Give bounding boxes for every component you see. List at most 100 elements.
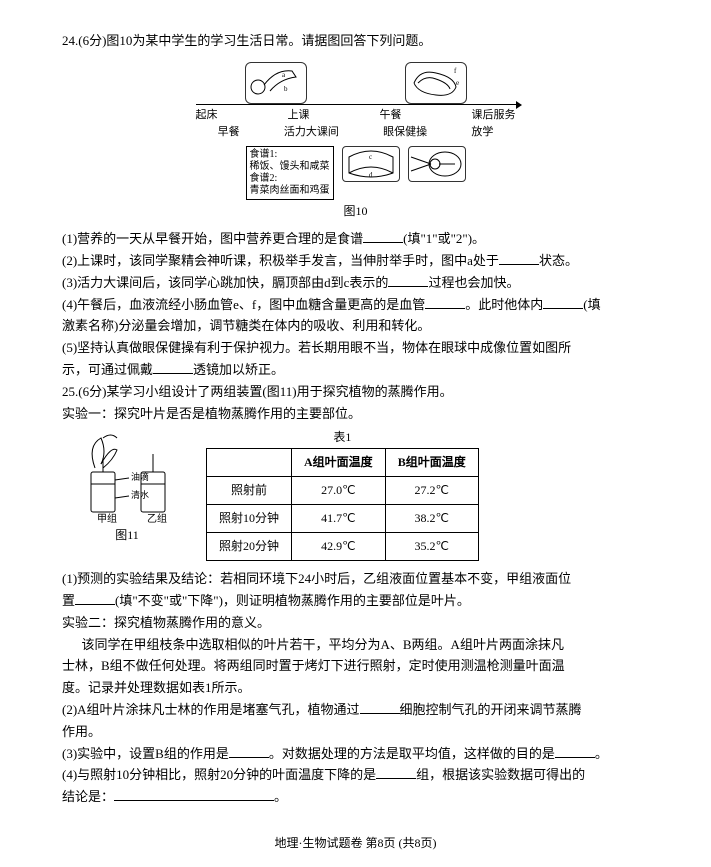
td: 照射20分钟	[207, 533, 292, 561]
svg-text:c: c	[369, 153, 372, 161]
q25-2b: 作用。	[62, 722, 649, 743]
text: (3)活力大课间后，该同学心跳加快，膈顶部由d到c表示的	[62, 275, 388, 290]
q25-para-a: 该同学在甲组枝条中选取相似的叶片若干，平均分为A、B两组。A组叶片两面涂抹凡	[62, 635, 649, 656]
blank	[153, 373, 193, 374]
q25-4b: 结论是：。	[62, 787, 649, 808]
text: (4)与照射10分钟相比，照射20分钟的叶面温度下降的是	[62, 767, 376, 782]
q24-2: (2)上课时，该同学聚精会神听课，积极举手发言，当伸肘举手时，图中a处于 状态。	[62, 251, 649, 272]
text: 结论是：	[62, 789, 114, 804]
q25-2: (2)A组叶片涂抹凡士林的作用是堵塞气孔，植物通过细胞控制气孔的开闭来调节蒸腾	[62, 700, 649, 721]
oil-label: 油滴	[131, 471, 149, 482]
timeline-top: 起床 上课 午餐 课后服务	[196, 104, 516, 125]
diaphragm-sketch: c d	[342, 146, 400, 182]
text: 透镜加以矫正。	[193, 362, 284, 377]
tl-node: 起床	[196, 107, 218, 125]
water-label: 清水	[131, 489, 149, 500]
svg-text:b: b	[284, 85, 288, 93]
fig11-caption: 图11	[115, 526, 139, 545]
q24-5: (5)坚持认真做眼保健操有利于保护视力。若长期用眼不当，物体在眼球中成像位置如图…	[62, 338, 649, 359]
q25-4: (4)与照射10分钟相比，照射20分钟的叶面温度下降的是组，根据该实验数据可得出…	[62, 765, 649, 786]
menu-line: 食谱2:	[250, 173, 330, 185]
q25-exp1: 实验一：探究叶片是否是植物蒸腾作用的主要部位。	[62, 404, 649, 425]
svg-text:f: f	[454, 67, 457, 75]
th	[207, 448, 292, 476]
td: 41.7℃	[292, 504, 386, 532]
tl-node: 课后服务	[472, 107, 516, 125]
q25-1b: 置 (填"不变"或"下降")，则证明植物蒸腾作用的主要部位是叶片。	[62, 591, 649, 612]
figure-10: a b f e 起床 上课 午餐 课后服务 早餐 活力大课间 眼保健操 放学 食…	[62, 54, 649, 221]
td: 38.2℃	[385, 504, 478, 532]
menu-box: 食谱1: 稀饭、馒头和咸菜 食谱2: 青菜肉丝面和鸡蛋	[246, 146, 334, 200]
menu-line: 食谱1:	[250, 149, 330, 161]
arm-sketch: a b	[245, 62, 307, 104]
q25-1a: (1)预测的实验结果及结论：若相同环境下24小时后，乙组液面位置基本不变，甲组液…	[62, 569, 649, 590]
th: B组叶面温度	[385, 448, 478, 476]
table-1: A组叶面温度 B组叶面温度 照射前 27.0℃ 27.2℃ 照射10分钟 41.…	[206, 448, 479, 562]
text: (4)午餐后，血液流经小肠血管e、f，图中血糖含量更高的是血管	[62, 297, 425, 312]
text: 状态。	[539, 253, 578, 268]
q24-4: (4)午餐后，血液流经小肠血管e、f，图中血糖含量更高的是血管 。此时他体内 (填	[62, 295, 649, 316]
text: 。对数据处理的方法是取平均值，这样做的目的是	[269, 746, 555, 761]
blank	[376, 778, 416, 779]
text: (填"不变"或"下降")，则证明植物蒸腾作用的主要部位是叶片。	[115, 593, 470, 608]
svg-text:a: a	[282, 71, 286, 79]
timeline-bottom: 早餐 活力大课间 眼保健操 放学	[196, 124, 516, 142]
table-wrap: 表1 A组叶面温度 B组叶面温度 照射前 27.0℃ 27.2℃ 照射10分钟 …	[206, 428, 479, 561]
blank	[114, 800, 274, 801]
tl-node: 上课	[288, 107, 310, 125]
text: 示，可通过佩戴	[62, 362, 153, 377]
q25-3: (3)实验中，设置B组的作用是 。对数据处理的方法是取平均值，这样做的目的是 。	[62, 744, 649, 765]
td: 27.2℃	[385, 476, 478, 504]
q24-1: (1)营养的一天从早餐开始，图中营养更合理的是食谱 (填"1"或"2")。	[62, 229, 649, 250]
blank	[425, 308, 465, 309]
blank	[229, 757, 269, 758]
eye-sketch	[408, 146, 466, 182]
menu-line: 稀饭、馒头和咸菜	[250, 161, 330, 173]
jia-label: 甲组	[97, 512, 117, 524]
q25-para-c: 度。记录并处理数据如表1所示。	[62, 678, 649, 699]
text: (2)上课时，该同学聚精会神听课，积极举手发言，当伸肘举手时，图中a处于	[62, 253, 499, 268]
text: (填"1"或"2")。	[403, 231, 485, 246]
q25-head: 25.(6分)某学习小组设计了两组装置(图11)用于探究植物的蒸腾作用。	[62, 382, 649, 403]
svg-text:d: d	[369, 171, 373, 179]
td: 42.9℃	[292, 533, 386, 561]
blank	[555, 757, 595, 758]
q24-5b: 示，可通过佩戴 透镜加以矫正。	[62, 360, 649, 381]
text: (填	[583, 297, 600, 312]
td: 27.0℃	[292, 476, 386, 504]
blank	[363, 242, 403, 243]
menu-line: 青菜肉丝面和鸡蛋	[250, 185, 330, 197]
beaker-svg: 油滴 清水 甲组 乙组	[67, 428, 187, 524]
text: 过程也会加快。	[428, 275, 519, 290]
table-row: A组叶面温度 B组叶面温度	[207, 448, 479, 476]
text: 置	[62, 593, 75, 608]
table-row: 照射前 27.0℃ 27.2℃	[207, 476, 479, 504]
tl-node: 放学	[471, 124, 493, 142]
td: 35.2℃	[385, 533, 478, 561]
tl-node: 早餐	[218, 124, 240, 142]
table-caption: 表1	[206, 428, 479, 447]
tl-node: 活力大课间	[284, 124, 339, 142]
text: 。	[595, 746, 608, 761]
q24-3: (3)活力大课间后，该同学心跳加快，膈顶部由d到c表示的 过程也会加快。	[62, 273, 649, 294]
text: 。此时他体内	[465, 297, 543, 312]
blank	[499, 264, 539, 265]
q25-exp2: 实验二：探究植物蒸腾作用的意义。	[62, 613, 649, 634]
text: (3)实验中，设置B组的作用是	[62, 746, 229, 761]
tl-node: 眼保健操	[383, 124, 427, 142]
table-row: 照射10分钟 41.7℃ 38.2℃	[207, 504, 479, 532]
exam-page: { "q24": { "head": "24.(6分)图10为某中学生的学习生活…	[0, 0, 711, 867]
td: 照射前	[207, 476, 292, 504]
blank	[360, 713, 400, 714]
blank	[543, 308, 583, 309]
text: (1)营养的一天从早餐开始，图中营养更合理的是食谱	[62, 231, 363, 246]
intestine-sketch: f e	[405, 62, 467, 104]
figure-11: 油滴 清水 甲组 乙组 图11	[62, 428, 192, 545]
svg-text:e: e	[456, 79, 459, 87]
q24-4b: 激素名称)分泌量会增加，调节糖类在体内的吸收、利用和转化。	[62, 316, 649, 337]
q24-head: 24.(6分)图10为某中学生的学习生活日常。请据图回答下列问题。	[62, 31, 649, 52]
yi-label: 乙组	[147, 512, 167, 524]
blank	[75, 604, 115, 605]
td: 照射10分钟	[207, 504, 292, 532]
page-footer: 地理·生物试题卷 第8页 (共8页)	[0, 834, 711, 853]
